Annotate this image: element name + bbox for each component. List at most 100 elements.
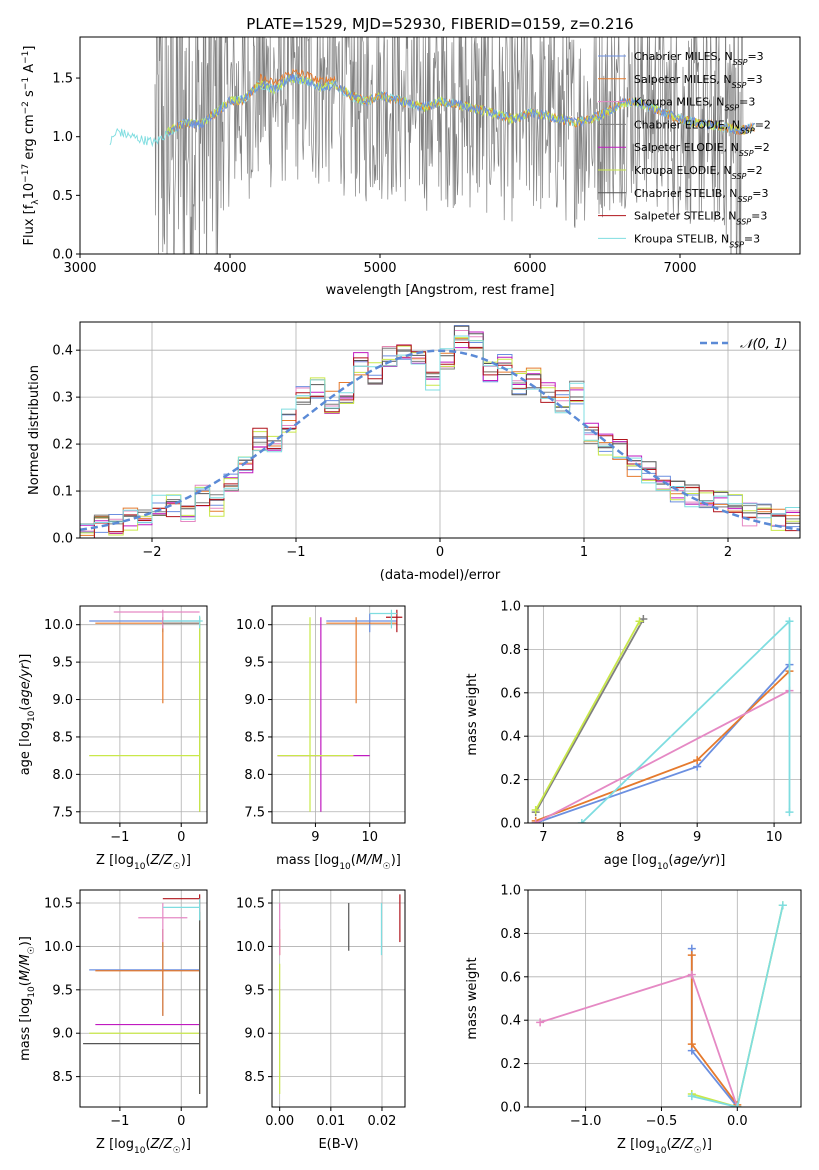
- y-tick-label: 9.5: [52, 656, 73, 671]
- weight-marker: [687, 1092, 696, 1101]
- weight-line: [581, 619, 791, 823]
- x-axis-label: E(B-V): [318, 1137, 358, 1152]
- weight_vs_Z-panel: −1.0 −0.5 0.0 0.0 0.2 0.4 0.6 0.8 1.0 Z [log10(Z/…: [465, 884, 802, 1156]
- weight-line: [534, 618, 645, 813]
- weight-line: [691, 905, 784, 1107]
- weight-lines: [531, 615, 794, 823]
- y-tick-label: 0.0: [500, 817, 521, 832]
- y-tick-label: 0.4: [52, 344, 73, 359]
- y-tick-label: 7.5: [244, 805, 265, 820]
- y-tick-label: 8.5: [52, 1070, 73, 1085]
- x-tick-label: 0: [177, 1114, 185, 1129]
- y-tick-label: 0.5: [52, 189, 73, 204]
- y-tick-label: 0.6: [500, 686, 521, 701]
- residuals-panel: −2 −1 0 1 2 0.0 0.1 0.2 0.3 0.4 (data-model)/error…: [27, 321, 801, 583]
- weight-marker: [531, 805, 540, 814]
- weight-line: [539, 973, 739, 1107]
- x-tick-label: 10: [361, 830, 378, 845]
- x-tick-label: 4000: [213, 261, 246, 276]
- x-tick-label: 6000: [513, 261, 546, 276]
- y-tick-label: 9.0: [52, 1027, 73, 1042]
- x-tick-label: 0: [177, 830, 185, 845]
- y-tick-label: 9.0: [244, 1027, 265, 1042]
- y-axis-label: mass weight: [465, 673, 480, 755]
- legend-label: Salpeter MILES, NSSP=3: [634, 73, 763, 90]
- x-tick-label: −1: [110, 1114, 129, 1129]
- x-tick-label: 9: [311, 830, 319, 845]
- x-axis-label: wavelength [Angstrom, rest frame]: [326, 283, 555, 298]
- figure-title: PLATE=1529, MJD=52930, FIBERID=0159, z=0…: [246, 15, 633, 33]
- errorbars: [89, 609, 203, 812]
- y-tick-label: 9.0: [244, 693, 265, 708]
- weight-marker: [536, 1018, 545, 1027]
- y-tick-label: 0.1: [52, 485, 73, 500]
- x-axis-label: Z [log10(Z/Z☉)]: [96, 1137, 191, 1156]
- legend-label: Salpeter STELIB, NSSP=3: [634, 210, 767, 227]
- y-tick-label: 8.0: [244, 768, 265, 783]
- legend-label: Salpeter ELODIE, NSSP=2: [634, 141, 770, 158]
- x-axis-label: Z [log10(Z/Z☉)]: [96, 853, 191, 872]
- residual-histogram: [80, 335, 800, 525]
- legend-label: Chabrier MILES, NSSP=3: [634, 50, 764, 67]
- axes-frame: [79, 605, 208, 824]
- y-tick-label: 0.2: [52, 438, 73, 453]
- legend-label: Chabrier ELODIE, NSSP=2: [634, 118, 771, 135]
- axes-frame: [79, 889, 208, 1108]
- y-tick-label: 10.0: [44, 940, 73, 955]
- y-tick-label: 0.0: [500, 1101, 521, 1116]
- x-tick-label: 10: [766, 830, 783, 845]
- y-tick-label: 9.0: [52, 693, 73, 708]
- y-axis-label: age [log10(age/yr)]: [18, 654, 37, 776]
- x-tick-label: 5000: [363, 261, 396, 276]
- x-tick-label: −1.0: [570, 1114, 602, 1129]
- legend-label: Chabrier STELIB, NSSP=3: [634, 187, 768, 204]
- x-tick-label: 1: [580, 545, 588, 560]
- legend-label: Kroupa STELIB, NSSP=3: [634, 232, 760, 249]
- legend-label: Kroupa MILES, NSSP=3: [634, 96, 755, 113]
- errorbars: [279, 894, 401, 1094]
- y-tick-label: 0.8: [500, 643, 521, 658]
- y-axis-label: mass [log10(M/M☉)]: [18, 936, 37, 1061]
- x-tick-label: 0.01: [316, 1114, 345, 1129]
- y-tick-label: 8.5: [244, 730, 265, 745]
- y-tick-label: 0.4: [500, 1014, 521, 1029]
- y-axis-label: mass weight: [465, 957, 480, 1039]
- weight-marker: [687, 951, 696, 960]
- y-tick-label: 10.5: [44, 897, 73, 912]
- weight_vs_age-panel: 7 8 9 10 0.0 0.2 0.4 0.6 0.8 1.0 age [log10(age/yr…: [465, 600, 802, 872]
- chart-layer: 3000 4000 5000 6000 70000.00.51.01.5waveleng…: [18, 36, 802, 1156]
- weight-marker: [531, 819, 540, 823]
- y-tick-label: 9.5: [244, 983, 265, 998]
- y-tick-label: 10.0: [236, 618, 265, 633]
- x-tick-label: 0.02: [368, 1114, 397, 1129]
- y-tick-label: 0.0: [52, 532, 73, 547]
- x-tick-label: −1: [286, 545, 305, 560]
- axes-frame: [527, 605, 802, 824]
- age_vs_mass-panel: 9 10 7.5 8.0 8.5 9.0 9.5 10.0 mass [log10(M/M☉)]: [236, 605, 406, 872]
- y-axis-label: Flux [fλ10−17 erg cm−2 s−1 A−1]: [21, 46, 41, 246]
- x-axis-label: Z [log10(Z/Z☉)]: [617, 1137, 712, 1156]
- weight-lines: [536, 901, 787, 1107]
- weight-marker: [785, 617, 794, 626]
- legend-label: Kroupa ELODIE, NSSP=2: [634, 164, 763, 181]
- x-axis-label: (data-model)/error: [380, 568, 501, 583]
- x-tick-label: 7000: [663, 261, 696, 276]
- y-tick-label: 9.5: [52, 983, 73, 998]
- x-axis-label: age [log10(age/yr)]: [604, 853, 726, 872]
- weight-line: [690, 955, 739, 1106]
- x-tick-label: −0.5: [646, 1114, 678, 1129]
- weight-line: [535, 689, 790, 823]
- y-tick-label: 8.5: [244, 1070, 265, 1085]
- x-tick-label: 9: [693, 830, 701, 845]
- weight-marker: [635, 617, 644, 626]
- y-tick-label: 9.5: [244, 656, 265, 671]
- y-tick-label: 0.2: [500, 773, 521, 788]
- spectrum-traces: [109, 37, 756, 254]
- x-tick-label: 7: [539, 830, 547, 845]
- errorbars: [277, 609, 403, 812]
- y-tick-label: 1.5: [52, 72, 73, 87]
- y-tick-label: 8.0: [52, 768, 73, 783]
- age_vs_Z-panel: −1 0 7.5 8.0 8.5 9.0 9.5 10.0 Z [log10(Z/Z☉)] age…: [18, 605, 208, 872]
- weight-line: [534, 620, 641, 811]
